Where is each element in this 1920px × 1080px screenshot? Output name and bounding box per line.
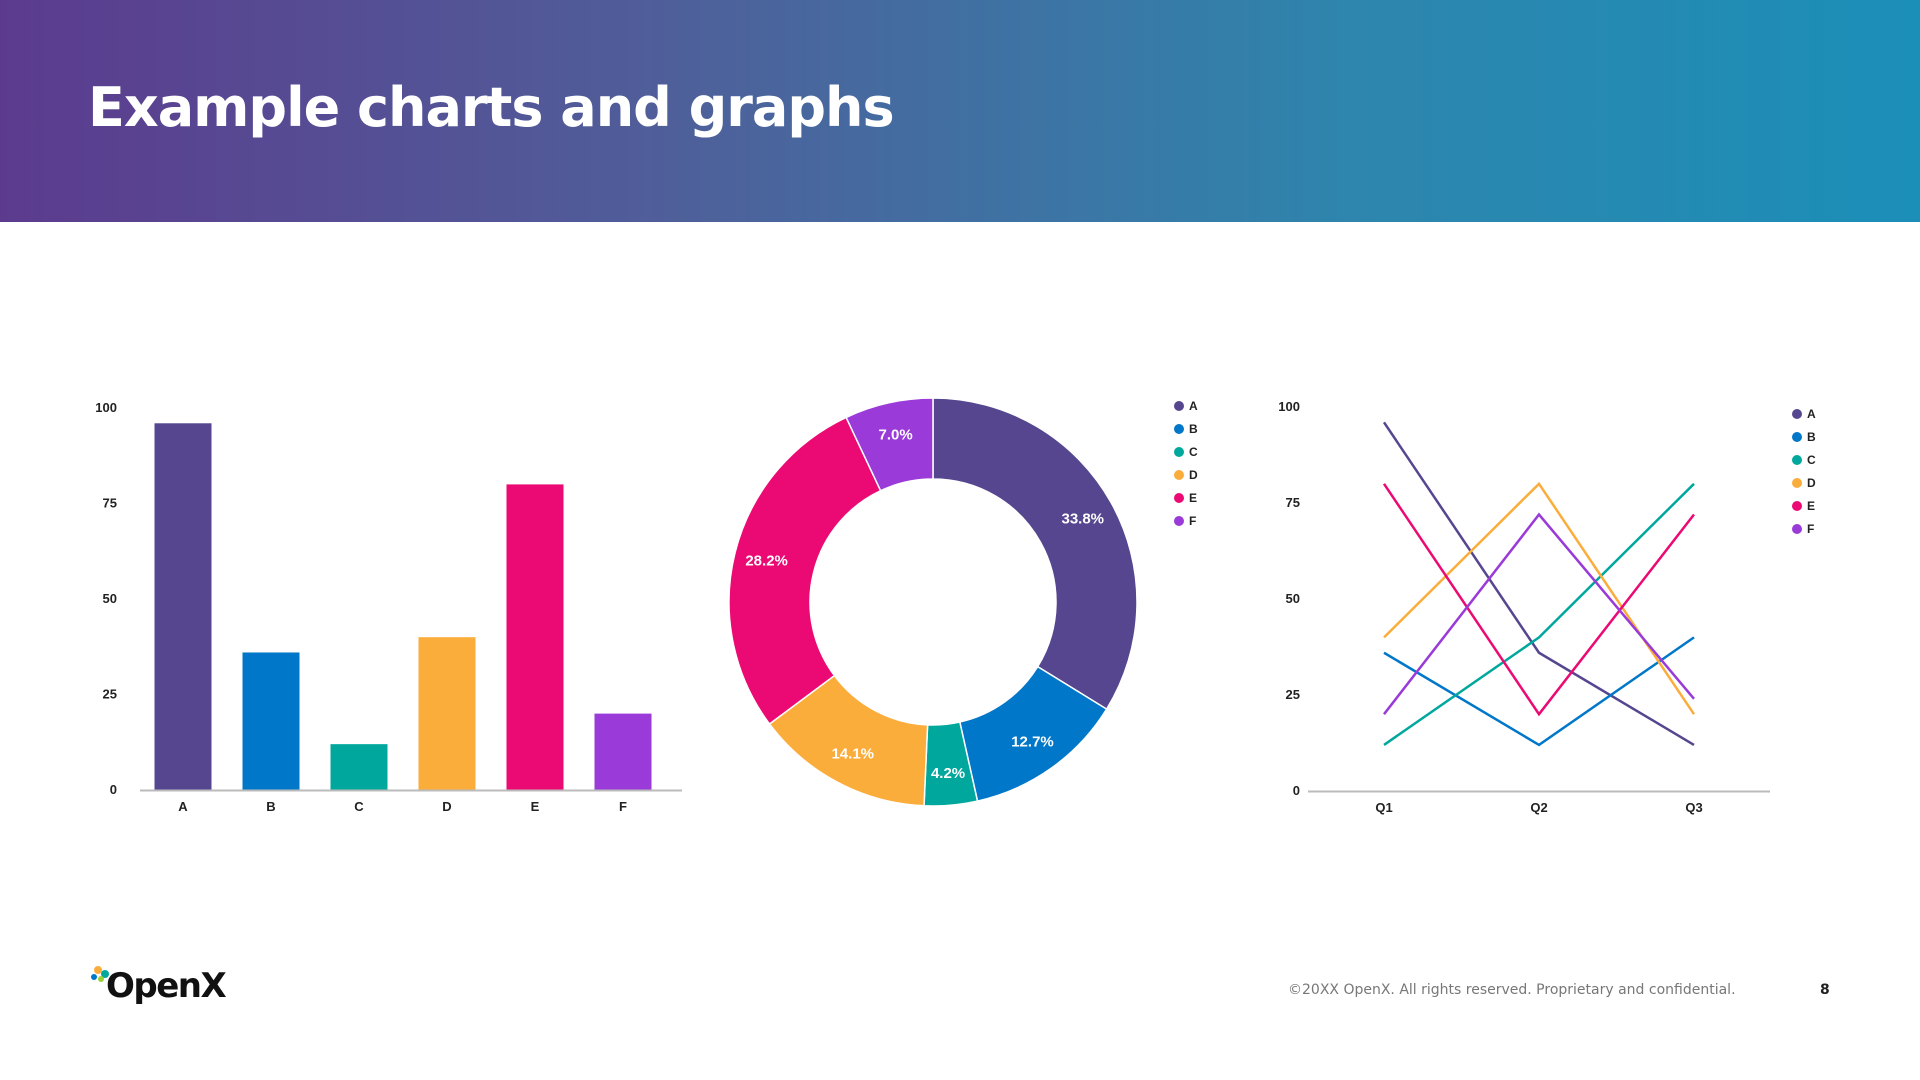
donut-legend-marker-D	[1174, 470, 1184, 480]
title-banner: Example charts and graphs	[0, 0, 1920, 222]
line-series-F	[1383, 512, 1695, 715]
bar-x-tick-D: D	[442, 799, 451, 814]
line-legend-marker-D	[1792, 478, 1802, 488]
line-series-C	[1383, 482, 1695, 746]
line-series-E	[1382, 483, 1695, 717]
donut-slice-F	[845, 397, 934, 492]
bar-y-tick-2: 50	[103, 591, 117, 606]
line-series-B	[1383, 636, 1695, 747]
bar-x-tick-C: C	[354, 799, 364, 814]
openx-logo: OpenX	[88, 960, 228, 1010]
copyright-notice: ©20XX OpenX. All rights reserved. Propri…	[1288, 982, 1736, 998]
line-x-tick-Q1: Q1	[1375, 800, 1392, 815]
line-legend-label-C: C	[1807, 453, 1816, 467]
donut-legend-marker-F	[1174, 516, 1184, 526]
bar-x-tick-A: A	[178, 799, 188, 814]
donut-label-A: 33.8%	[1061, 510, 1104, 527]
donut-slice-A	[932, 397, 1138, 711]
line-x-tick-Q2: Q2	[1530, 800, 1547, 815]
line-legend-label-E: E	[1807, 499, 1815, 513]
donut-legend-label-B: B	[1189, 422, 1198, 436]
donut-legend-label-C: C	[1189, 445, 1198, 459]
line-legend-marker-A	[1792, 409, 1802, 419]
donut-legend-marker-C	[1174, 447, 1184, 457]
line-y-tick-2: 50	[1286, 591, 1300, 606]
line-y-tick-4: 100	[1278, 399, 1300, 414]
donut-label-F: 7.0%	[878, 427, 912, 444]
bar-y-tick-1: 25	[103, 687, 117, 702]
bar-A	[154, 423, 212, 790]
donut-legend-marker-A	[1174, 401, 1184, 411]
line-legend-marker-F	[1792, 524, 1802, 534]
bar-C	[330, 744, 388, 790]
line-series-A	[1382, 421, 1695, 746]
bar-y-tick-0: 0	[110, 782, 117, 797]
bar-y-tick-4: 100	[95, 400, 117, 415]
bar-chart: 0 25 50 75 100 A B C D E F	[95, 400, 682, 814]
donut-legend-label-A: A	[1189, 399, 1198, 413]
donut-label-D: 14.1%	[831, 746, 874, 763]
bar-E	[506, 484, 564, 790]
donut-legend-marker-E	[1174, 493, 1184, 503]
page-number: 8	[1820, 982, 1830, 998]
line-legend-label-A: A	[1807, 407, 1816, 421]
line-y-tick-1: 25	[1286, 687, 1300, 702]
donut-legend-label-E: E	[1189, 491, 1197, 505]
donut-label-B: 12.7%	[1011, 734, 1054, 751]
line-legend-label-B: B	[1807, 430, 1816, 444]
line-x-tick-Q3: Q3	[1685, 800, 1702, 815]
page-title: Example charts and graphs	[88, 76, 895, 139]
bar-x-tick-F: F	[619, 799, 627, 814]
line-legend-marker-B	[1792, 432, 1802, 442]
donut-slice-E	[728, 416, 882, 726]
donut-label-C: 4.2%	[931, 765, 965, 782]
bar-y-tick-3: 75	[103, 496, 117, 511]
logo-dots-icon	[91, 966, 109, 982]
bar-F	[594, 713, 652, 790]
bar-x-tick-B: B	[266, 799, 275, 814]
line-legend-label-F: F	[1807, 522, 1814, 536]
donut-legend-label-F: F	[1189, 514, 1196, 528]
bar-x-tick-E: E	[531, 799, 540, 814]
donut-legend-label-D: D	[1189, 468, 1198, 482]
line-legend-marker-C	[1792, 455, 1802, 465]
donut-legend-marker-B	[1174, 424, 1184, 434]
line-y-tick-3: 75	[1286, 495, 1300, 510]
line-legend-label-D: D	[1807, 476, 1816, 490]
logo-text: OpenX	[106, 966, 227, 1006]
line-legend-marker-E	[1792, 501, 1802, 511]
bar-D	[418, 637, 476, 790]
line-y-tick-0: 0	[1293, 783, 1300, 798]
bar-B	[242, 652, 300, 790]
donut-label-E: 28.2%	[745, 552, 788, 569]
